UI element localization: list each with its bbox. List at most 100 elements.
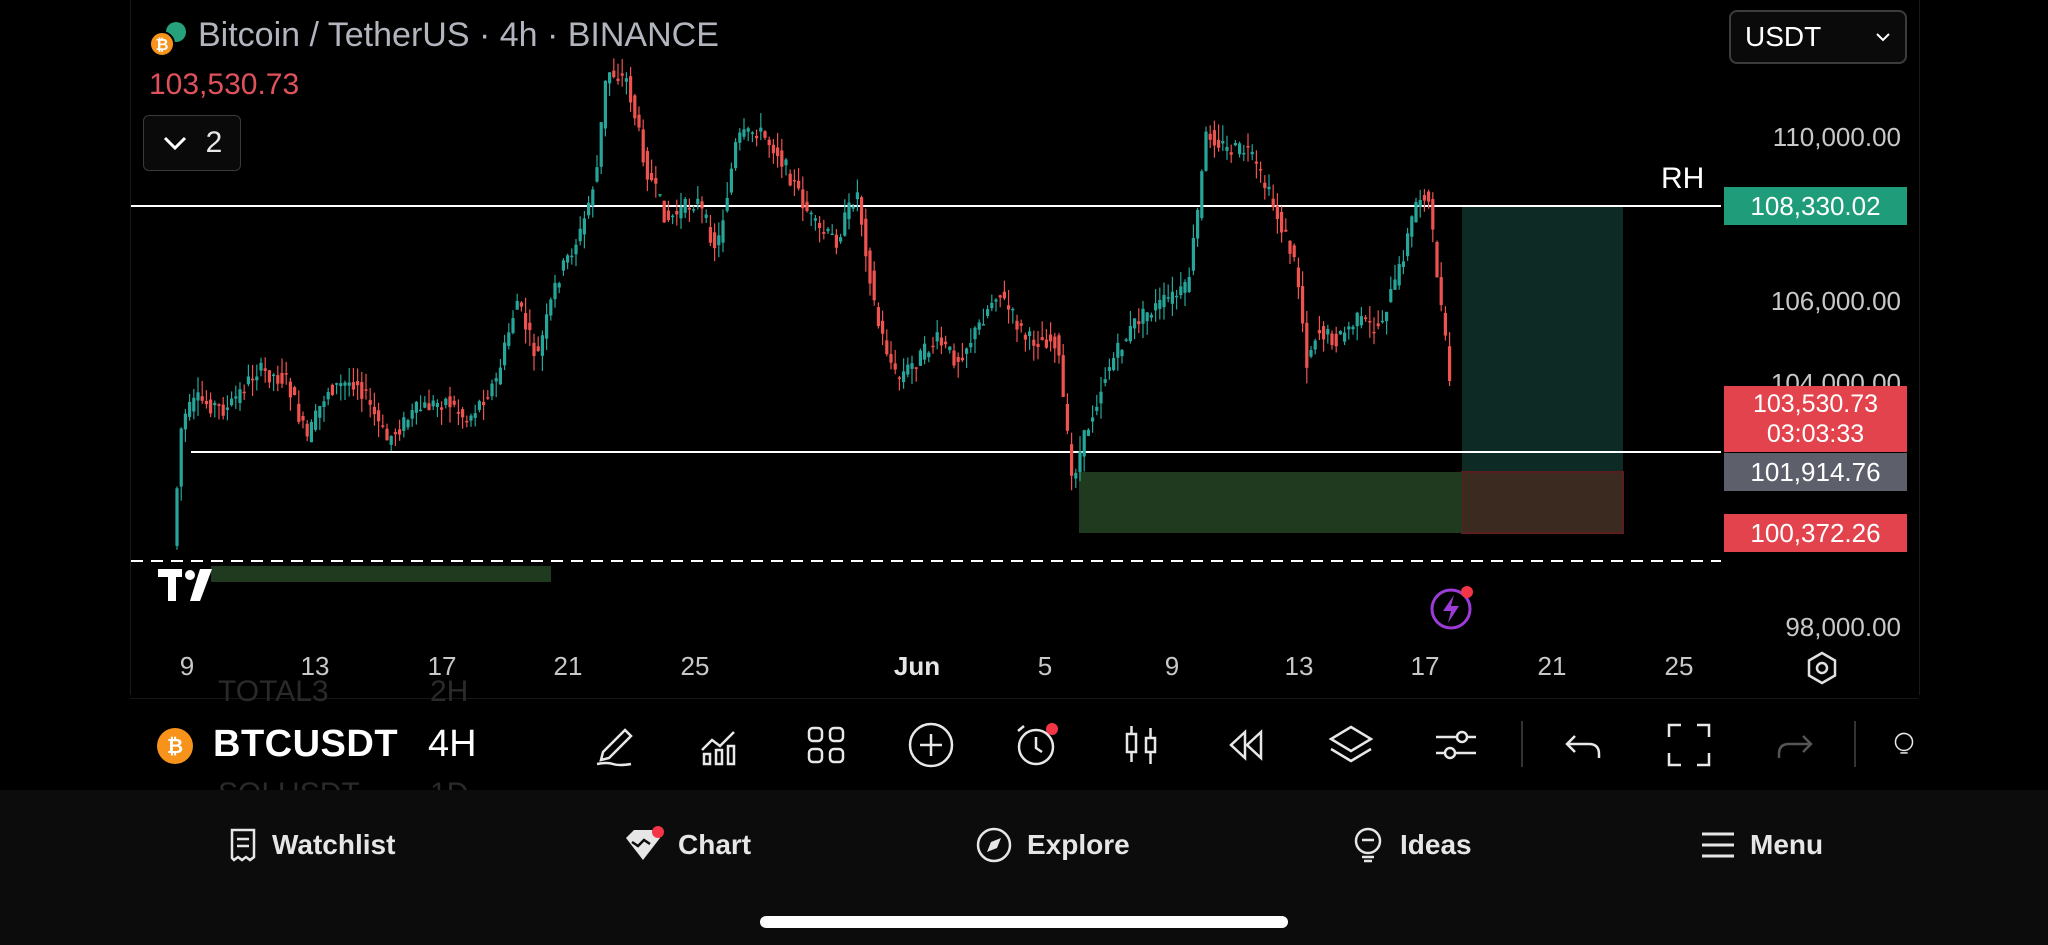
candle-body <box>700 201 704 209</box>
candle-body <box>1246 145 1250 148</box>
candle-body <box>935 332 939 342</box>
candle-body <box>977 322 981 330</box>
candle-body <box>217 404 221 406</box>
date-tick: 13 <box>1285 651 1314 681</box>
toolbar-separator <box>1521 721 1523 767</box>
add-circle-icon[interactable] <box>905 719 957 771</box>
candle-body <box>570 255 574 258</box>
candle-body <box>1095 406 1099 411</box>
date-tick: 21 <box>554 651 583 681</box>
chart-diamond-icon <box>626 826 664 860</box>
timeframe-button[interactable]: 4H <box>428 723 477 765</box>
candle-body <box>1406 233 1410 257</box>
candle-body <box>448 396 452 408</box>
candle-body <box>771 144 775 154</box>
candle-body <box>910 363 914 369</box>
nav-chart[interactable]: Chart <box>622 820 751 870</box>
pencil-icon[interactable] <box>590 719 642 771</box>
redo-icon[interactable] <box>1768 719 1820 771</box>
candle-body <box>318 405 322 418</box>
candle-body <box>1334 333 1338 347</box>
price-chart[interactable]: 110,000.00 106,000.00 104,000.00 98,000.… <box>131 0 1919 695</box>
indicators-icon[interactable] <box>695 719 747 771</box>
long-stop-zone <box>1461 471 1624 534</box>
candle-body <box>1120 350 1124 357</box>
candle-body <box>994 299 998 302</box>
candle-body <box>1259 169 1263 171</box>
candles-group <box>175 58 1452 550</box>
candle-body <box>1431 199 1435 230</box>
candle-body <box>1074 472 1078 479</box>
candle-body <box>612 70 616 78</box>
candle-body <box>713 232 717 249</box>
rh-level-badge: 108,330.02 <box>1724 187 1907 225</box>
alarm-icon[interactable] <box>1010 719 1062 771</box>
nav-menu[interactable]: Menu <box>1700 820 1823 870</box>
candle-body <box>238 389 242 404</box>
candle-body <box>1057 335 1061 356</box>
date-tick: Jun <box>894 651 940 681</box>
candle-body <box>1191 238 1195 271</box>
candle-body <box>364 389 368 391</box>
candle-body <box>293 387 297 396</box>
candle-body <box>1301 286 1305 324</box>
candle-body <box>981 324 985 326</box>
candle-body <box>763 131 767 138</box>
nav-explore[interactable]: Explore <box>975 820 1130 870</box>
flash-alert-icon[interactable] <box>1429 583 1477 631</box>
nav-ideas[interactable]: Ideas <box>1350 820 1472 870</box>
candle-body <box>1175 295 1179 298</box>
candle-body <box>624 78 628 82</box>
candles-icon[interactable] <box>1115 719 1167 771</box>
layers-icon[interactable] <box>1325 719 1377 771</box>
price-tick: 110,000.00 <box>1773 122 1901 152</box>
candle-body <box>1103 379 1107 383</box>
candle-body <box>599 122 603 167</box>
candle-body <box>897 377 901 379</box>
date-tick: 13 <box>301 651 330 681</box>
currency-select[interactable]: USDT <box>1729 10 1907 64</box>
candle-body <box>1011 308 1015 311</box>
candle-body <box>1196 209 1200 239</box>
candle-body <box>498 367 502 385</box>
fullscreen-icon[interactable] <box>1663 719 1715 771</box>
candle-body <box>969 343 973 348</box>
candle-body <box>225 407 229 410</box>
candle-body <box>431 400 435 407</box>
nav-label: Ideas <box>1400 829 1472 860</box>
candle-body <box>1355 312 1359 327</box>
replay-icon[interactable] <box>1220 719 1272 771</box>
candle-body <box>1124 339 1128 341</box>
candle-body <box>1351 326 1355 330</box>
candle-body <box>402 417 406 431</box>
candle-body <box>847 202 851 220</box>
nav-label: Chart <box>678 829 752 860</box>
candle-body <box>641 129 645 163</box>
candle-body <box>545 314 549 339</box>
candle-body <box>461 409 465 418</box>
symbol-name[interactable]: BTCUSDT <box>213 723 399 765</box>
sliders-icon[interactable] <box>1430 719 1482 771</box>
chart-panel[interactable]: 110,000.00 106,000.00 104,000.00 98,000.… <box>130 0 1920 695</box>
candle-body <box>1448 346 1452 382</box>
date-tick: 21 <box>1538 651 1567 681</box>
candle-body <box>423 402 427 408</box>
indicators-collapse-button[interactable]: 2 <box>143 115 241 171</box>
candle-body <box>1208 133 1212 140</box>
candle-body <box>1200 171 1204 218</box>
candle-body <box>221 404 225 416</box>
candle-body <box>326 392 330 400</box>
last-price-value: 103,530.73 <box>1752 390 1879 418</box>
chart-settings-icon[interactable] <box>1804 650 1840 686</box>
candle-body <box>1422 195 1426 201</box>
candle-body <box>196 392 200 401</box>
candle-body <box>1036 343 1040 348</box>
lower-demand-zone <box>211 566 551 582</box>
nav-watchlist[interactable]: Watchlist <box>228 820 395 870</box>
layout-grid-icon[interactable] <box>800 719 852 771</box>
candle-body <box>582 218 586 235</box>
candle-body <box>435 402 439 408</box>
ideas-bulb-icon[interactable] <box>1890 719 1918 771</box>
undo-icon[interactable] <box>1558 719 1610 771</box>
candle-body <box>1309 350 1313 357</box>
